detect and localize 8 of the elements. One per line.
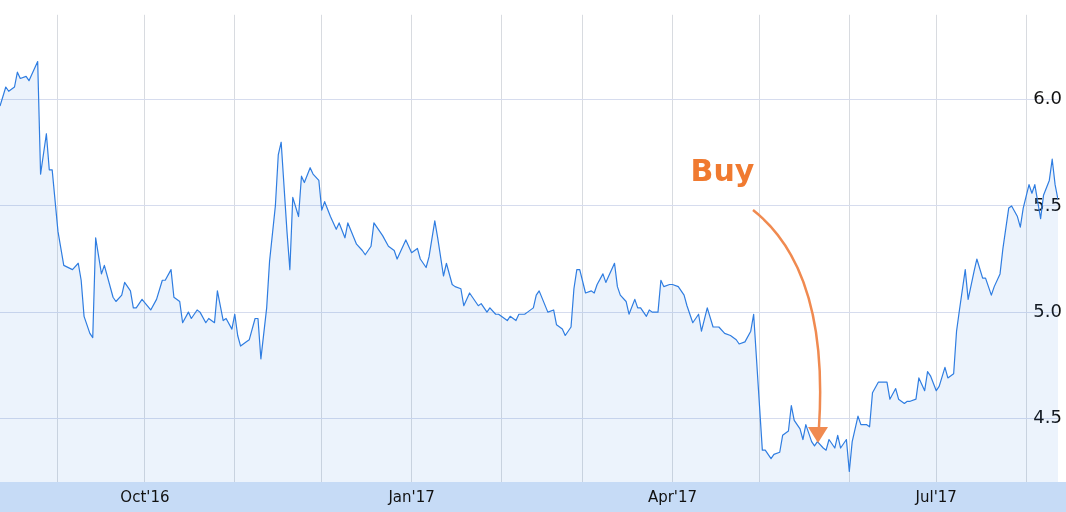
x-tick-label: Apr'17 [647, 487, 698, 506]
x-tick-label: Jan'17 [387, 487, 435, 506]
y-tick-label: 5.0 [1033, 299, 1062, 321]
annotation: Buy [690, 153, 755, 189]
y-tick-label: 6.0 [1033, 87, 1062, 109]
x-tick-label: Jul'17 [914, 487, 957, 506]
x-tick-label: Oct'16 [120, 487, 170, 506]
y-tick-label: 4.5 [1033, 405, 1062, 427]
